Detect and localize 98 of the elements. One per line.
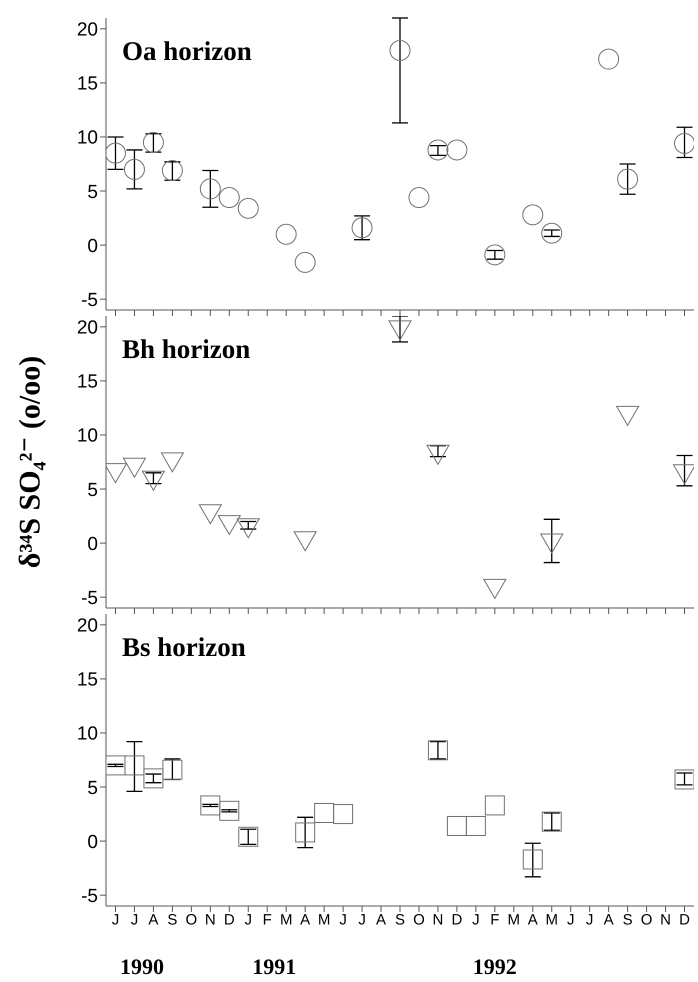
y-tick-label: 5 [87,182,98,203]
x-tick-label: A [376,912,386,929]
point [408,187,430,208]
x-tick-label: N [204,912,216,929]
point [426,444,450,465]
point [484,244,506,266]
x-tick-label: J [358,912,366,929]
x-tick-label: D [224,912,235,929]
point [390,40,410,61]
x-tick-label: A [528,912,538,929]
y-tick-label: 0 [87,832,98,853]
point [427,139,448,160]
y-tick-label: -5 [81,886,98,907]
y-tick-label: 15 [76,670,98,691]
x-tick-label: J [244,912,252,929]
y-tick-label: 20 [76,318,98,339]
point [446,816,467,836]
x-tick-label: S [167,912,178,929]
x-tick-label: A [148,912,158,929]
x-tick-label: M [545,912,558,929]
point [522,204,544,226]
text: Bh horizon [122,334,250,364]
point [616,406,640,426]
x-tick-label: O [413,912,425,929]
x-tick-label: S [622,912,633,929]
text: 1992 [472,954,517,980]
x-tick-label: J [586,912,594,929]
point [333,804,354,824]
x-tick-label: F [490,912,500,929]
x-tick-label: J [566,912,574,929]
x-tick-label: N [432,912,444,929]
y-tick-label: 10 [76,128,98,149]
y-tick-label: 5 [87,778,98,799]
x-tick-label: J [339,912,347,929]
x-tick-label: M [318,912,330,929]
x-tick-label: M [508,912,520,929]
point [124,158,145,180]
y-tick-label: 15 [76,372,98,393]
y-tick-label: 20 [76,20,98,41]
y-tick-label: 0 [87,236,98,257]
point [142,470,165,491]
x-tick-label: N [660,912,671,929]
point [541,222,562,244]
x-tick-label: D [451,912,462,929]
x-tick-label: O [640,912,652,929]
point [294,252,316,273]
point [160,452,184,472]
point [294,531,317,552]
point [219,800,240,821]
point [540,533,564,554]
point [236,518,260,538]
x-tick-label: J [112,912,120,929]
x-tick-label: J [130,912,138,929]
point [484,795,505,816]
text: Oa horizon [122,36,252,66]
point [598,48,620,70]
point [295,822,316,842]
y-tick-label: 0 [87,534,98,555]
point [106,142,126,164]
x-tick-label: J [472,912,480,929]
y-tick-label: 10 [76,426,98,447]
text: 1990 [120,954,164,980]
x-tick-label: A [604,912,614,929]
y-tick-label: 5 [87,480,98,501]
x-tick-label: A [300,912,310,929]
x-tick-label: S [394,912,406,929]
x-tick-label: D [679,912,690,929]
point [200,178,221,200]
point [314,802,334,823]
x-tick-label: M [280,912,292,929]
point [466,816,486,836]
point [122,458,146,478]
point [198,504,222,524]
text: Bs horizon [122,632,246,662]
point [674,769,694,790]
y-axis-title: δ³⁴S SO₄²⁻ (o/oo) [12,356,48,568]
point [200,795,220,816]
y-tick-label: 15 [76,74,98,95]
x-tick-label: F [262,912,272,929]
point [238,198,259,219]
y-tick-label: -5 [81,290,98,311]
y-tick-label: 20 [76,616,98,637]
point [617,168,638,190]
point [106,755,126,776]
point [446,139,468,160]
point [674,132,694,154]
text: 1991 [252,954,296,980]
y-tick-label: 10 [76,724,98,745]
point [483,578,506,599]
point [143,768,164,788]
point [124,755,144,776]
x-tick-label: O [186,912,198,929]
point [218,515,241,536]
point [522,849,543,870]
point [388,320,412,340]
point [276,224,297,245]
point [218,187,240,208]
y-tick-label: -5 [81,588,98,609]
